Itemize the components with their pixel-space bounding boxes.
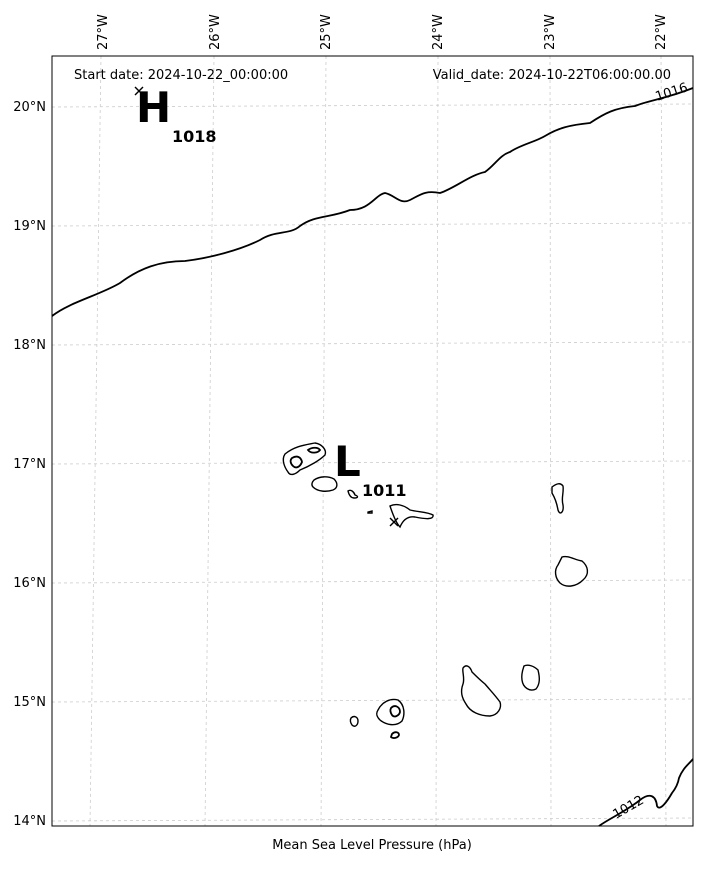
- island-santo-antao-inner: [289, 455, 303, 469]
- lat-tick-15n: 15°N: [13, 695, 46, 710]
- lat-tick-17n: 17°N: [13, 457, 46, 472]
- lon-tick-24w: 24°W: [431, 14, 446, 50]
- island-maio: [521, 664, 541, 691]
- low-pressure-letter: L: [334, 437, 361, 486]
- lat-tick-16n: 16°N: [13, 576, 46, 591]
- island-santiago: [460, 665, 502, 717]
- isobar-1016-line: [51, 87, 694, 317]
- lat-tick-19n: 19°N: [13, 219, 46, 234]
- island-brava: [349, 715, 359, 727]
- lat-tick-14n: 14°N: [13, 814, 46, 829]
- island-fogo-inner: [389, 705, 401, 718]
- high-pressure-letter: H: [136, 83, 171, 132]
- island-boa-vista: [554, 555, 589, 587]
- start-date-label: Start date: 2024-10-22_00:00:00: [74, 68, 288, 83]
- island-sao-vicente-top: [306, 446, 322, 454]
- lat-tick-20n: 20°N: [13, 100, 46, 115]
- low-pressure-value: 1011: [362, 481, 407, 500]
- island-santo-antao: [282, 442, 327, 476]
- isobar-label-1016: 1016: [654, 80, 690, 104]
- island-sao-nicolau: [389, 503, 434, 529]
- island-santa-luzia: [347, 489, 359, 499]
- x-axis-label: Mean Sea Level Pressure (hPa): [272, 838, 472, 853]
- island-sao-vicente: [311, 476, 338, 492]
- low-center-marker: [389, 517, 399, 527]
- island-branco: [367, 510, 373, 514]
- longitude-ticks: 27°W 26°W 25°W 24°W 23°W 22°W: [96, 14, 669, 50]
- high-pressure-value: 1018: [172, 127, 217, 146]
- lon-tick-27w: 27°W: [96, 14, 111, 50]
- high-center-marker: [134, 86, 144, 96]
- lon-tick-23w: 23°W: [543, 14, 558, 50]
- lat-tick-18n: 18°N: [13, 338, 46, 353]
- island-rombos: [389, 731, 400, 739]
- coastlines: [282, 442, 589, 739]
- lon-tick-22w: 22°W: [654, 14, 669, 50]
- valid-date-label: Valid_date: 2024-10-22T06:00:00.00: [433, 68, 671, 83]
- lon-tick-25w: 25°W: [319, 14, 334, 50]
- isobar-1012-line: [598, 758, 694, 827]
- lon-tick-26w: 26°W: [208, 14, 223, 50]
- map-frame: [51, 55, 694, 827]
- island-sal: [551, 483, 564, 514]
- graticule: [51, 55, 694, 827]
- latitude-ticks: 20°N 19°N 18°N 17°N 16°N 15°N 14°N: [13, 100, 46, 829]
